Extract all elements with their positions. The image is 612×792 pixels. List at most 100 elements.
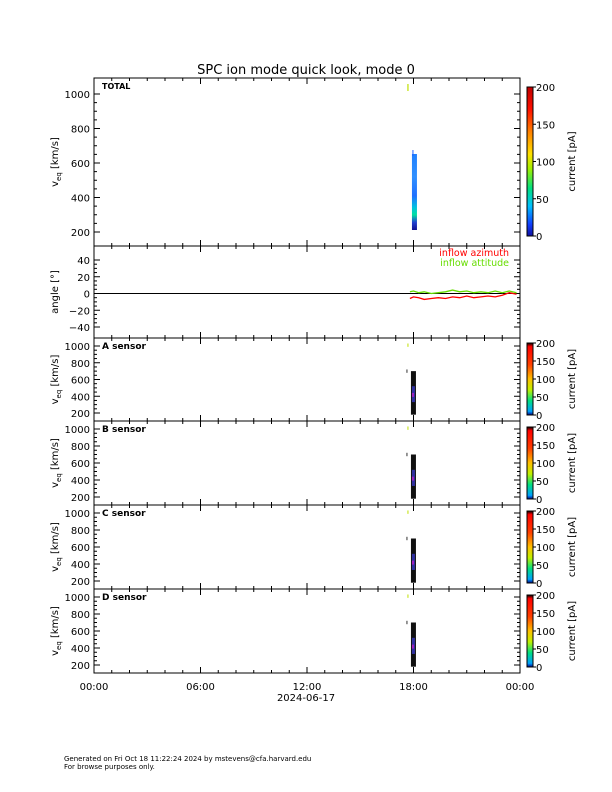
x-tick-label: 06:00 [186,682,215,693]
colorbar-tick-label: 50 [536,645,549,656]
colorbar-tick-label: 50 [536,195,549,206]
colorbar-tick-label: 150 [536,357,555,368]
colorbar-tick-label: 0 [536,495,542,506]
spectrogram-data [411,154,417,230]
y-tick-label: −20 [69,306,90,317]
x-tick-label: 00:00 [506,682,535,693]
x-axis-date: 2024-06-17 [277,693,335,704]
y-axis-subscript: eq [55,172,63,181]
y-axis-symbol: v [50,650,61,656]
y-axis-label: angle [°] [50,270,61,314]
colorbar-tick-label: 150 [536,120,555,131]
y-tick-label: 1000 [65,90,90,101]
y-tick-label: 400 [71,392,90,403]
figure-title: SPC ion mode quick look, mode 0 [197,63,415,78]
spectrogram-peak [411,476,414,481]
colorbar-tick-label: 100 [536,459,555,470]
y-tick-label: 600 [71,627,90,638]
y-tick-label: 800 [71,125,90,136]
series-line-azimuth [409,292,517,301]
footer: Generated on Fri Oct 18 11:22:24 2024 by… [64,755,311,771]
y-axis-label-text: veq [km/s] [50,355,63,405]
colorbar-tick-label: 100 [536,158,555,169]
colorbar-tick-label: 100 [536,375,555,386]
colorbar [526,426,534,500]
y-tick-label: 200 [71,493,90,504]
panel-frame [93,420,521,506]
colorbar-tick-label: 0 [536,232,542,243]
colorbar-tick-label: 200 [536,423,555,434]
y-axis-symbol: v [50,398,61,404]
footer-generated: Generated on Fri Oct 18 11:22:24 2024 by… [64,755,312,763]
y-tick-label: 600 [71,159,90,170]
colorbar-tick-label: 0 [536,579,542,590]
colorbar-tick-label: 0 [536,411,542,422]
spectrogram-peak [411,392,414,397]
colorbar-tick-label: 50 [536,561,549,572]
y-axis-unit: [km/s] [50,522,61,557]
colorbar-tick-label: 150 [536,525,555,536]
y-tick-label: 1000 [65,593,90,604]
colorbar-tick-label: 200 [536,83,555,94]
colorbar-tick-label: 50 [536,393,549,404]
y-tick-label: 200 [71,661,90,672]
y-tick-label: 1000 [65,425,90,436]
colorbar [526,342,534,416]
colorbar-label: current [pA] [567,433,578,493]
y-tick-label: 40 [77,256,90,267]
panel-frame [93,77,521,247]
y-axis-symbol: v [50,181,61,187]
y-axis-label: veq [km/s] [50,438,63,488]
y-axis-label-text: veq [km/s] [50,522,63,572]
y-axis-unit: [km/s] [50,438,61,473]
colorbar-tick-label: 200 [536,507,555,518]
y-axis-subscript: eq [55,641,63,650]
y-tick-label: 400 [71,560,90,571]
y-axis-unit: [km/s] [50,355,61,390]
panel-label: B sensor [102,425,146,435]
y-tick-label: 20 [77,273,90,284]
y-tick-label: 400 [71,194,90,205]
panel-frame [93,337,521,422]
panel-label: C sensor [102,509,146,519]
y-axis-label: veq [km/s] [50,355,63,405]
colorbar [526,510,534,584]
y-tick-label: 400 [71,644,90,655]
panel-frame [93,504,521,590]
y-tick-label: 400 [71,476,90,487]
legend-azimuth: inflow azimuth [439,248,509,259]
y-tick-label: 200 [71,228,90,239]
footer-browse-note: For browse purposes only. [64,763,155,771]
series-line-attitude [409,289,517,295]
y-axis-subscript: eq [55,390,63,399]
y-tick-label: 800 [71,359,90,370]
y-axis-label-text: veq [km/s] [50,606,63,656]
spectrogram-peak [411,560,414,565]
y-tick-label: 200 [71,409,90,420]
x-tick-label: 12:00 [293,682,322,693]
panel-label: A sensor [102,342,147,352]
colorbar-tick-label: 150 [536,609,555,620]
y-axis-label-text: veq [km/s] [50,438,63,488]
colorbar-tick-label: 50 [536,477,549,488]
panel-label: TOTAL [102,82,130,91]
y-axis-label: veq [km/s] [50,522,63,572]
y-axis-unit: [km/s] [50,137,61,172]
y-axis-symbol: v [50,566,61,572]
y-axis-label: veq [km/s] [50,137,63,187]
colorbar-label: current [pA] [567,131,578,191]
y-tick-label: 0 [84,290,90,301]
y-axis-subscript: eq [55,557,63,566]
y-tick-label: 600 [71,543,90,554]
y-axis-subscript: eq [55,473,63,482]
panel-label: D sensor [102,593,147,603]
y-tick-label: 800 [71,526,90,537]
spectrogram-peak [411,644,414,649]
y-axis-symbol: v [50,482,61,488]
